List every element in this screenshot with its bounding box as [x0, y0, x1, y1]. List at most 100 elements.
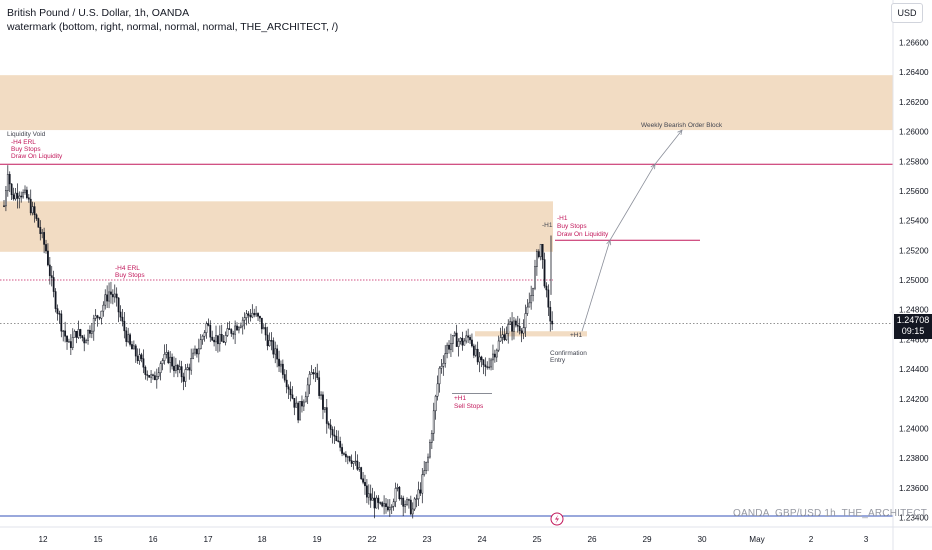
candle	[383, 495, 385, 515]
candle-body	[39, 226, 42, 234]
candle	[121, 308, 124, 327]
candle-body	[104, 294, 107, 306]
candle-body	[318, 377, 321, 396]
candle-body	[5, 190, 7, 207]
label-weekly-order-block: Weekly Bearish Order Block	[641, 122, 723, 129]
candle-body	[140, 354, 143, 359]
candle	[113, 284, 116, 303]
candle-body	[218, 333, 221, 345]
candle-body	[289, 388, 292, 396]
price-tick: 1.25800	[899, 157, 929, 166]
candle	[381, 501, 384, 508]
candle-body	[203, 332, 206, 337]
candle	[425, 461, 428, 475]
candle-body	[291, 394, 294, 399]
candle-body	[348, 456, 351, 461]
candle-body	[255, 313, 258, 316]
candle	[526, 299, 529, 316]
candle-body	[54, 291, 57, 309]
candle-body	[196, 348, 198, 355]
candle-body	[518, 326, 521, 332]
candle	[253, 308, 256, 318]
candle-body	[297, 402, 300, 421]
candle	[341, 443, 343, 457]
candle-body	[333, 434, 336, 437]
label-draw-on-liquidity-3: Draw On Liquidity	[557, 231, 609, 238]
candle	[453, 331, 456, 337]
candle-body	[224, 335, 227, 343]
candle-body	[463, 340, 466, 346]
price-tick: 1.26400	[899, 68, 929, 77]
candle	[518, 318, 521, 335]
candle	[238, 325, 240, 334]
candle-body	[182, 376, 185, 382]
candle-body	[56, 308, 59, 314]
candle-body	[167, 352, 170, 363]
candle	[16, 183, 19, 209]
candle	[463, 338, 466, 346]
candle	[35, 213, 38, 221]
candle	[344, 451, 347, 463]
candle	[461, 331, 464, 351]
candle	[320, 391, 322, 400]
candle-body	[171, 356, 173, 367]
candle	[331, 426, 334, 444]
candle	[115, 287, 118, 307]
candle-body	[215, 335, 217, 343]
candle	[413, 497, 416, 511]
candle-body	[514, 320, 517, 326]
candle-body	[341, 447, 343, 454]
candle-body	[434, 395, 437, 412]
projection-arrow	[609, 164, 656, 241]
price-tick: 1.26200	[899, 98, 929, 107]
candle	[484, 357, 487, 377]
candle-body	[295, 402, 298, 408]
candle	[157, 367, 160, 380]
candle	[169, 351, 172, 373]
candle-body	[155, 376, 158, 381]
candle	[20, 191, 23, 203]
candle	[106, 285, 109, 308]
lightning-icon-glyph	[555, 514, 559, 524]
candle	[333, 426, 336, 444]
candle-body	[64, 330, 67, 337]
candle	[243, 312, 246, 330]
candle	[457, 338, 460, 357]
candle	[245, 309, 248, 326]
candle-body	[530, 295, 533, 304]
candle	[178, 360, 181, 374]
candle-body	[507, 324, 510, 334]
bar-countdown: 09:15	[901, 326, 925, 336]
candle	[134, 343, 137, 363]
candle-body	[478, 356, 481, 363]
candle	[194, 345, 196, 356]
candle	[434, 394, 437, 420]
label-confirmation: Confirmation	[550, 350, 587, 357]
candle-body	[85, 340, 88, 344]
candle	[217, 335, 219, 353]
candle-body	[161, 360, 164, 364]
candle-body	[110, 291, 112, 295]
candle-body	[176, 364, 179, 371]
candle-body	[520, 330, 523, 334]
candle	[257, 312, 259, 322]
currency-button[interactable]: USD	[891, 3, 923, 23]
candle-body	[429, 442, 431, 458]
candle-body	[516, 324, 519, 327]
candle-body	[190, 357, 193, 371]
candle	[520, 328, 523, 343]
candle-body	[545, 285, 548, 291]
candle-body	[192, 352, 194, 359]
candle	[551, 311, 554, 331]
candle	[211, 330, 214, 342]
candle-body	[387, 506, 389, 511]
candle-body	[129, 334, 131, 345]
candle	[450, 333, 452, 357]
candle-body	[24, 189, 26, 193]
candle-body	[528, 302, 531, 308]
candle-body	[535, 251, 538, 267]
candle-body	[115, 293, 118, 299]
candle	[356, 454, 359, 471]
candle	[138, 348, 141, 365]
